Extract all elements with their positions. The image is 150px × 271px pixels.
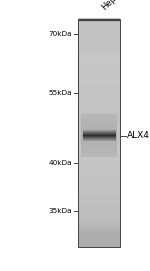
Text: 55kDa: 55kDa: [48, 91, 72, 96]
Text: 35kDa: 35kDa: [48, 208, 72, 214]
Text: 70kDa: 70kDa: [48, 31, 72, 37]
Text: 40kDa: 40kDa: [48, 160, 72, 166]
Text: ALX4: ALX4: [127, 131, 150, 140]
Bar: [78, 19, 120, 247]
Text: HepG2: HepG2: [100, 0, 126, 12]
